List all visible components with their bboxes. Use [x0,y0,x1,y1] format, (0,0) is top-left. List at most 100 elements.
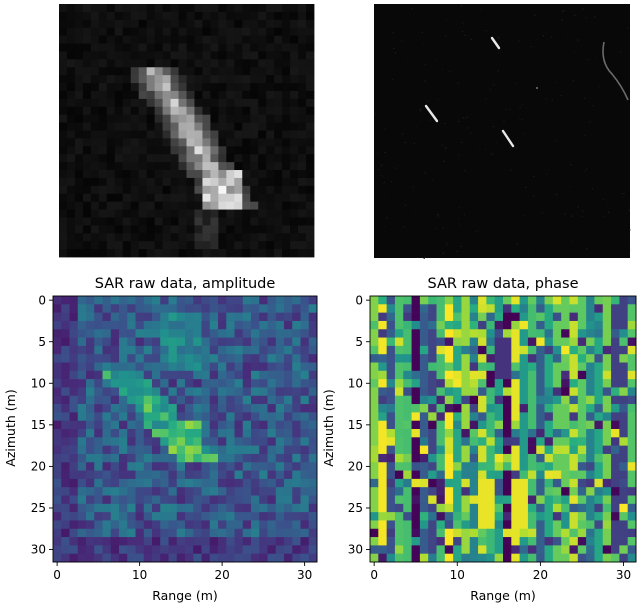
scene-speckle [560,242,562,244]
heatmap-cell [275,545,285,555]
crop-pixel [306,59,315,68]
heatmap-cell [102,379,112,388]
heatmap-cell [242,495,252,505]
heatmap-cell [86,429,95,438]
crop-pixel [154,233,163,242]
scene-speckle [490,152,492,154]
panel-phase: SAR raw data, phase 0 10 20 30051015202530 … [321,276,637,603]
heatmap-cell [143,304,153,313]
scene-speckle [564,158,566,160]
crop-pixel [130,43,140,52]
heatmap-cell [527,320,537,330]
heatmap-cell [176,495,186,505]
heatmap-cell [242,445,252,455]
heatmap-cell [53,512,62,521]
crop-pixel [98,59,108,68]
heatmap-cell [135,520,145,530]
crop-pixel [218,201,227,210]
scene-speckle [413,103,415,105]
crop-pixel [122,154,132,163]
heatmap-cell [370,453,379,463]
scene-speckle [528,249,530,251]
scene-speckle [510,169,512,171]
heatmap-cell [102,453,112,463]
heatmap-cell [61,487,70,496]
crop-pixel [74,146,84,155]
crop-pixel [306,170,315,179]
crop-pixel [130,35,140,44]
heatmap-cell [511,512,520,521]
heatmap-cell [394,545,404,555]
heatmap-cell [110,379,120,388]
heatmap-cell [419,304,429,313]
crop-pixel [130,177,140,187]
heatmap-cell [453,304,462,313]
heatmap-cell [419,462,429,471]
heatmap-cell [602,445,612,455]
heatmap-cell [102,296,112,305]
heatmap-cell [259,470,268,480]
heatmap-cell [119,329,128,338]
crop-pixel [242,225,251,234]
heatmap-cell [292,312,301,322]
scene-speckle [585,16,587,19]
heatmap-cell [511,462,520,471]
heatmap-cell [226,420,235,430]
heatmap-cell [378,487,387,496]
heatmap-cell [386,379,396,388]
heatmap-cell [292,537,301,546]
heatmap-cell [77,395,87,405]
heatmap-cell [594,395,604,405]
scene-speckle [461,141,463,143]
scene-speckle [484,148,487,150]
heatmap-cell [569,404,579,413]
heatmap-cell [94,395,103,405]
heatmap-cell [627,537,637,546]
crop-pixel [202,177,211,187]
heatmap-cell [152,478,161,488]
heatmap-cell [552,329,562,338]
heatmap-cell [594,429,604,438]
heatmap-cell [611,379,620,388]
crop-pixel [170,249,179,258]
heatmap-cell [267,462,277,471]
crop-pixel [74,162,84,171]
heatmap-cell [308,445,318,455]
crop-pixel [234,170,243,179]
heatmap-cell [478,545,487,555]
heatmap-cell [419,296,429,305]
heatmap-cell [611,453,620,463]
crop-pixel [82,201,92,210]
heatmap-cell [403,337,412,347]
heatmap-cell [143,545,153,555]
crop-pixel [178,19,187,29]
heatmap-cell [594,370,604,380]
heatmap-cell [193,304,202,313]
heatmap-cell [527,337,537,347]
heatmap-cell [370,387,379,397]
heatmap-cell [143,553,153,563]
heatmap-cell [386,362,396,372]
heatmap-cell [519,478,529,488]
heatmap-cell [300,537,310,546]
scene-speckle [458,154,460,156]
heatmap-cell [234,370,244,380]
heatmap-cell [77,354,87,363]
heatmap-cell [86,296,95,305]
crop-pixel [154,27,163,37]
scene-speckle [581,215,583,218]
heatmap-cell [436,345,446,355]
heatmap-cell [544,379,554,388]
crop-pixel [114,51,124,60]
heatmap-cell [527,537,537,546]
heatmap-cell [552,437,562,446]
heatmap-cell [69,362,79,372]
scene-speckle [470,38,472,40]
crop-pixel [282,209,291,218]
heatmap-cell [275,512,285,521]
heatmap-cell [77,296,87,305]
crop-pixel [162,122,171,131]
scene-speckle [533,175,535,178]
heatmap-cell [619,470,629,480]
crop-pixel [98,51,108,60]
